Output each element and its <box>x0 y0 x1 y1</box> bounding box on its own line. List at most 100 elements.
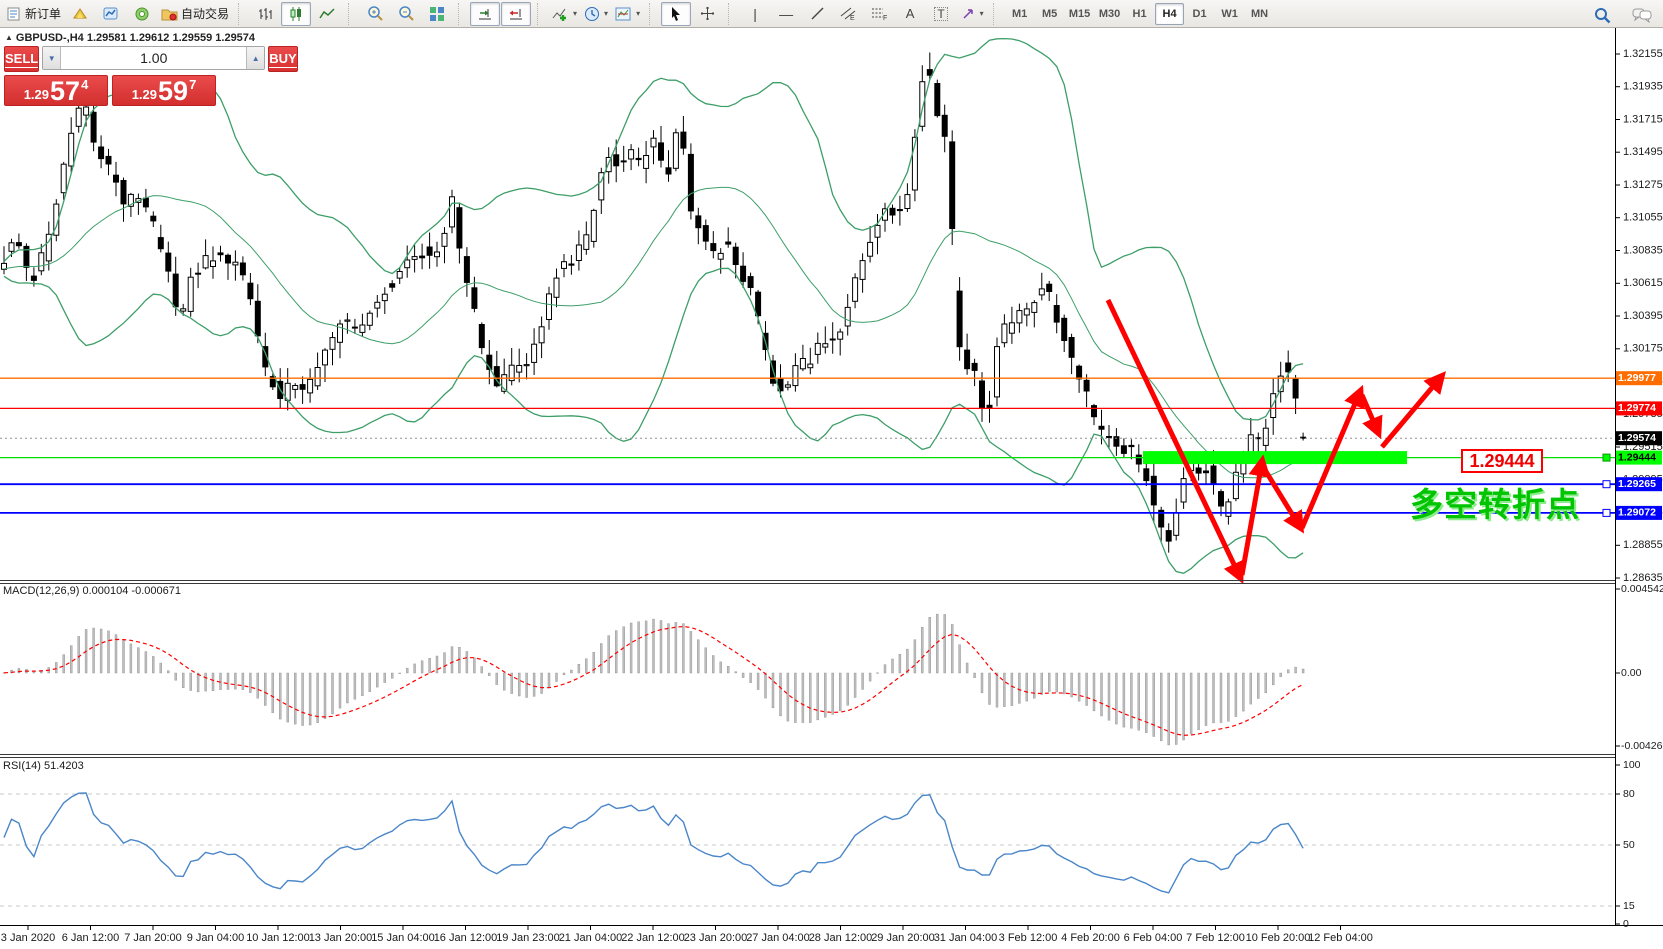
bar-chart-type-icon[interactable] <box>250 2 280 26</box>
buy-button[interactable]: BUY <box>268 46 298 72</box>
trend-arrow-2[interactable] <box>1239 454 1271 576</box>
timeframe-m5[interactable]: M5 <box>1041 7 1058 20</box>
trend-arrow-5[interactable] <box>1359 394 1383 440</box>
timeframe-m30[interactable]: M30 <box>1098 7 1121 20</box>
macd-panel[interactable] <box>2 613 1305 746</box>
crosshair-tool-icon[interactable] <box>692 2 722 26</box>
arrows-tool-icon[interactable]: ▾ <box>957 2 987 26</box>
svg-text:F: F <box>883 15 887 21</box>
price-tag: 1.29072 <box>1618 507 1656 519</box>
x-axis-label: 12 Feb 04:00 <box>1308 932 1373 944</box>
line-chart-type-icon[interactable] <box>312 2 342 26</box>
toolbar-separator <box>537 2 545 25</box>
y-axis-label: 1.30175 <box>1623 343 1663 355</box>
trend-arrow-3[interactable] <box>1262 468 1305 534</box>
y-axis-label: 1.31715 <box>1623 113 1663 125</box>
alerts-icon[interactable] <box>127 2 157 26</box>
object-handle[interactable] <box>1602 480 1611 489</box>
main-toolbar: 新订单 自动交易 <box>0 0 1663 28</box>
support-zone-bar[interactable] <box>1143 451 1407 465</box>
text-label-tool-icon[interactable]: T <box>926 2 956 26</box>
rsi-axis-label: 80 <box>1623 788 1635 800</box>
object-handle[interactable] <box>1602 453 1611 462</box>
equidistant-channel-tool-icon[interactable]: E <box>833 2 863 26</box>
sell-button[interactable]: SELL <box>4 46 40 72</box>
indicators-icon[interactable]: ▾ <box>549 2 580 26</box>
x-axis-label: 9 Jan 04:00 <box>187 932 245 944</box>
y-axis-label: 1.32155 <box>1623 48 1663 60</box>
x-axis-label: 28 Jan 12:00 <box>809 932 873 944</box>
chart-shift-icon[interactable] <box>501 1 532 26</box>
timeframe-d1[interactable]: D1 <box>1192 7 1207 20</box>
sell-price-display[interactable]: 1.29 57 4 <box>4 75 108 106</box>
volume-decrease-button[interactable]: ▼ <box>43 47 62 69</box>
rsi-axis-label: 15 <box>1623 900 1635 912</box>
volume-input[interactable] <box>61 47 247 69</box>
bull-bear-turning-point-annotation[interactable]: 多空转折点 <box>1410 486 1580 523</box>
text-tool-icon[interactable]: A <box>905 6 915 21</box>
trend-arrow-6[interactable] <box>1380 371 1446 449</box>
templates-icon[interactable]: ▾ <box>612 2 643 26</box>
new-order-button[interactable]: 新订单 <box>4 2 64 26</box>
search-icon[interactable] <box>1587 3 1617 27</box>
zoom-in-icon[interactable] <box>360 2 390 26</box>
y-axis-label: 1.31275 <box>1623 179 1663 191</box>
x-axis-label: 7 Feb 12:00 <box>1186 932 1245 944</box>
rsi-panel[interactable] <box>3 792 1304 894</box>
trend-arrow-4[interactable] <box>1299 384 1365 529</box>
vertical-line-tool-icon[interactable]: | <box>753 5 757 22</box>
macd-axis-label: 0.004542 <box>1621 583 1663 595</box>
horizontal-line-tool-icon[interactable]: — <box>779 5 794 22</box>
tile-windows-icon[interactable] <box>422 2 452 26</box>
timeframe-w1[interactable]: W1 <box>1221 7 1238 20</box>
autotrading-icon <box>161 9 178 21</box>
timeframe-group: M1 M5 M15 M30 H1 H4 D1 W1 MN <box>1005 2 1274 25</box>
bollinger-middle-band <box>3 186 1304 479</box>
buy-price-display[interactable]: 1.29 59 7 <box>112 75 216 106</box>
cursor-tool-icon[interactable] <box>661 1 692 26</box>
price-tag: 1.29444 <box>1618 451 1656 463</box>
volume-increase-button[interactable]: ▲ <box>246 47 265 69</box>
timeframe-h4[interactable]: H4 <box>1155 2 1185 25</box>
charts-window-icon[interactable] <box>96 2 126 26</box>
timeframe-h1[interactable]: H1 <box>1132 7 1147 20</box>
timeframe-m1[interactable]: M1 <box>1011 7 1028 20</box>
autotrading-button[interactable]: 自动交易 <box>158 2 232 26</box>
y-axis-label: 1.31935 <box>1623 81 1663 93</box>
y-axis-label: 1.30395 <box>1623 310 1663 322</box>
y-axis-label: 1.31495 <box>1623 146 1663 158</box>
y-axis-label: 1.31055 <box>1623 212 1663 224</box>
x-axis-label: 3 Feb 12:00 <box>999 932 1058 944</box>
object-handle[interactable] <box>1602 508 1611 517</box>
rsi-indicator-label: RSI(14) 51.4203 <box>3 760 84 772</box>
timeframe-m15[interactable]: M15 <box>1068 7 1091 20</box>
trend-arrow-1[interactable] <box>1105 298 1244 584</box>
rsi-axis-label: 50 <box>1623 839 1635 851</box>
x-axis-label: 15 Jan 04:00 <box>371 932 435 944</box>
depth-of-market-icon[interactable] <box>65 2 95 26</box>
macd-signal-line <box>3 625 1304 736</box>
candlestick-chart-type-icon[interactable] <box>281 1 312 26</box>
fibonacci-tool-icon[interactable]: F <box>864 2 894 26</box>
x-axis-label: 3 Jan 2020 <box>1 932 55 944</box>
trendline-tool-icon[interactable] <box>802 2 832 26</box>
chat-icon[interactable] <box>1627 3 1657 27</box>
timeframe-mn[interactable]: MN <box>1251 7 1269 20</box>
x-axis-label: 10 Jan 12:00 <box>246 932 310 944</box>
macd-indicator-label: MACD(12,26,9) 0.000104 -0.000671 <box>3 585 181 597</box>
price-tag: 1.29977 <box>1618 372 1656 384</box>
x-axis-label: 4 Feb 20:00 <box>1061 932 1120 944</box>
price-callout-label[interactable]: 1.29444 <box>1461 449 1543 473</box>
x-axis-label: 6 Jan 12:00 <box>62 932 120 944</box>
zoom-out-icon[interactable] <box>391 2 421 26</box>
auto-scroll-icon[interactable] <box>470 1 501 26</box>
rsi-axis-label: 100 <box>1623 759 1641 771</box>
symbol-collapse-icon[interactable]: ▲ <box>5 33 13 42</box>
periods-icon[interactable]: ▾ <box>581 2 611 26</box>
toolbar-separator <box>238 2 246 25</box>
x-axis-label: 23 Jan 20:00 <box>684 932 748 944</box>
price-chart[interactable] <box>1 37 1307 574</box>
toolbar-separator <box>993 2 1001 25</box>
toolbar-separator <box>649 2 657 25</box>
